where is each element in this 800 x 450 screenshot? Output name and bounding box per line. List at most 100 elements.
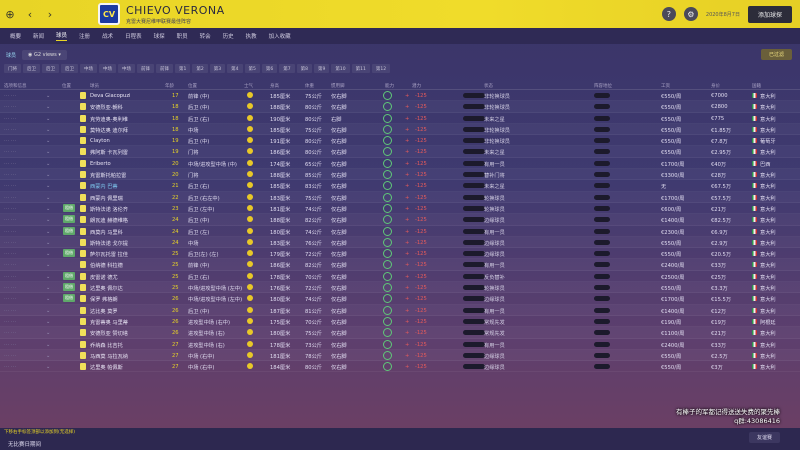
row-options-icon[interactable]: ⋯ ⋯ bbox=[4, 296, 17, 303]
player-name[interactable]: 西蒙内 佩里瑞 bbox=[90, 195, 123, 202]
chevron-down-icon[interactable]: ⌄ bbox=[46, 251, 51, 258]
row-options-icon[interactable]: ⋯ ⋯ bbox=[4, 307, 17, 314]
row-options-icon[interactable]: ⋯ ⋯ bbox=[4, 239, 17, 246]
col-nationality[interactable]: 国籍 bbox=[752, 84, 761, 89]
chevron-down-icon[interactable]: ⌄ bbox=[46, 115, 51, 122]
player-name[interactable]: 达里奥 帕佩斯 bbox=[90, 365, 123, 372]
row-options-icon[interactable]: ⋯ ⋯ bbox=[4, 194, 17, 201]
row-options-icon[interactable]: ⋯ ⋯ bbox=[4, 330, 17, 337]
menu-news[interactable]: 新闻 bbox=[33, 34, 45, 40]
chevron-down-icon[interactable]: ⌄ bbox=[46, 228, 51, 235]
position-tab[interactable]: 第11 bbox=[351, 64, 370, 73]
table-row[interactable]: ⋯ ⋯ ⌄ 租借 保罗 弗格朗 26 中场/进攻型中场 (左中) 180厘米 74公斤 仅右脚 +… bbox=[0, 293, 800, 305]
col-wage[interactable]: 工资 bbox=[661, 84, 670, 89]
chevron-down-icon[interactable]: ⌄ bbox=[46, 183, 51, 190]
table-row[interactable]: ⋯ ⋯ ⌄ Clayton 19 后卫 (中) 191厘米 80公斤 仅右脚 + -125 非轮换球… bbox=[0, 135, 800, 147]
player-name[interactable]: 皮雷诺 德尤 bbox=[90, 274, 118, 281]
chevron-down-icon[interactable]: ⌄ bbox=[46, 138, 51, 145]
player-name[interactable]: 安德烈亚·朝科 bbox=[90, 105, 123, 112]
filter-button[interactable]: 已过滤 bbox=[760, 49, 792, 60]
row-options-icon[interactable]: ⋯ ⋯ bbox=[4, 138, 17, 145]
player-name[interactable]: 达里奥 佩尔达 bbox=[90, 286, 123, 293]
chevron-down-icon[interactable]: ⌄ bbox=[46, 273, 51, 280]
chevron-down-icon[interactable]: ⌄ bbox=[46, 172, 51, 179]
position-tab[interactable]: 第3 bbox=[209, 64, 226, 73]
row-options-icon[interactable]: ⋯ ⋯ bbox=[4, 104, 17, 111]
player-name[interactable]: 斯特法诺 戈尔提 bbox=[90, 240, 128, 247]
col-age[interactable]: 年龄 bbox=[165, 84, 174, 89]
row-options-icon[interactable]: ⋯ ⋯ bbox=[4, 126, 17, 133]
back-icon[interactable]: ‹ bbox=[27, 7, 33, 21]
table-row[interactable]: ⋯ ⋯ ⌄ 克劳迪奥·奥利维 18 后卫 (右) 190厘米 80公斤 右脚 + -125 未来之星… bbox=[0, 113, 800, 124]
col-status[interactable]: 状态 bbox=[484, 84, 493, 89]
menu-tactics[interactable]: 战术 bbox=[102, 34, 114, 40]
row-options-icon[interactable]: ⋯ ⋯ bbox=[4, 341, 17, 348]
chevron-down-icon[interactable]: ⌄ bbox=[46, 126, 51, 133]
chevron-down-icon[interactable]: ⌄ bbox=[46, 285, 51, 292]
player-name[interactable]: 克雷斯托帕拉雷 bbox=[90, 173, 127, 180]
menu-registration[interactable]: 注册 bbox=[79, 34, 91, 40]
position-tab[interactable]: 前锋 bbox=[137, 64, 154, 73]
position-tab[interactable]: 后卫 bbox=[61, 64, 78, 73]
chevron-down-icon[interactable]: ⌄ bbox=[46, 296, 51, 303]
add-scout-button[interactable]: 添加球探 bbox=[747, 5, 792, 23]
row-options-icon[interactable]: ⋯ ⋯ bbox=[4, 93, 17, 99]
position-tab[interactable]: 第8 bbox=[296, 64, 312, 73]
table-row[interactable]: ⋯ ⋯ ⌄ 安德烈亚 赞切塔 26 进攻型中场 (右) 180厘米 75公斤 仅右脚 + -125… bbox=[0, 327, 800, 339]
chevron-down-icon[interactable]: ⌄ bbox=[46, 330, 51, 337]
position-tab[interactable]: 第4 bbox=[227, 64, 243, 73]
row-options-icon[interactable]: ⋯ ⋯ bbox=[4, 172, 17, 179]
row-options-icon[interactable]: ⋯ ⋯ bbox=[4, 262, 17, 269]
table-row[interactable]: ⋯ ⋯ ⌄ 达里奥 帕佩斯 27 中场 (右中) 184厘米 80公斤 仅右脚 + -125 边缘球… bbox=[0, 361, 800, 373]
player-name[interactable]: 萨尔瓦托雷 拉佳 bbox=[90, 252, 128, 259]
row-options-icon[interactable]: ⋯ ⋯ bbox=[4, 273, 17, 280]
player-name[interactable]: 克劳迪奥·奥利维 bbox=[90, 116, 128, 123]
chevron-down-icon[interactable]: ⌄ bbox=[46, 364, 51, 371]
col-pos[interactable]: 位置 bbox=[62, 84, 71, 89]
chevron-down-icon[interactable]: ⌄ bbox=[46, 104, 51, 111]
col-value[interactable]: 身价 bbox=[711, 84, 720, 89]
menu-players[interactable]: 球员 bbox=[56, 33, 68, 41]
chevron-down-icon[interactable]: ⌄ bbox=[46, 307, 51, 314]
player-name[interactable]: 乔纳森 比吉托 bbox=[90, 342, 123, 349]
position-tab[interactable]: 第9 bbox=[314, 64, 330, 73]
gear-icon[interactable]: ⚙ bbox=[683, 7, 698, 21]
col-name[interactable]: 球员 bbox=[90, 84, 99, 89]
table-row[interactable]: ⋯ ⋯ ⌄ 租借 斯特法诺 洛伦齐 23 后卫 (左中) 181厘米 74公斤 仅右脚 + -125… bbox=[0, 203, 800, 215]
table-row[interactable]: ⋯ ⋯ ⌄ 斯特法诺 戈尔提 24 中场 183厘米 76公斤 仅右脚 + -125 边缘球员 €55… bbox=[0, 237, 800, 249]
table-row[interactable]: ⋯ ⋯ ⌄ 莫特达奥 迪尔拜 18 中场 185厘米 75公斤 仅右脚 + -125 非轮换球员 €5… bbox=[0, 124, 800, 136]
player-name[interactable]: Eriberto bbox=[90, 160, 111, 167]
player-name[interactable]: 莫特达奥 迪尔拜 bbox=[90, 127, 128, 134]
player-name[interactable]: 马西莫 马拉瓦纳 bbox=[90, 353, 128, 360]
chevron-down-icon[interactable]: ⌄ bbox=[46, 205, 51, 212]
table-row[interactable]: ⋯ ⋯ ⌄ 租借 皮雷诺 德尤 25 后卫 (右) 178厘米 70公斤 仅右脚 + -125 反负替… bbox=[0, 271, 800, 283]
col-role[interactable]: 阵容地位 bbox=[594, 84, 612, 89]
app-menu-icon[interactable]: ⊕ bbox=[5, 7, 15, 21]
col-position[interactable]: 位置 bbox=[188, 84, 197, 89]
table-row[interactable]: ⋯ ⋯ ⌄ 弗阿斯 卡瓦列雷 19 门将 186厘米 80公斤 仅右脚 + -125 未来之星 €55… bbox=[0, 146, 800, 158]
player-name[interactable]: 斯特法诺 洛伦齐 bbox=[90, 206, 128, 213]
position-tab[interactable]: 第6 bbox=[261, 64, 278, 73]
position-tab[interactable]: 前锋 bbox=[156, 64, 173, 73]
row-options-icon[interactable]: ⋯ ⋯ bbox=[4, 160, 17, 167]
position-tab[interactable]: 后卫 bbox=[42, 64, 59, 73]
row-options-icon[interactable]: ⋯ ⋯ bbox=[4, 318, 17, 325]
chevron-down-icon[interactable]: ⌄ bbox=[46, 341, 51, 348]
menu-staff[interactable]: 职员 bbox=[176, 34, 188, 40]
table-row[interactable]: ⋯ ⋯ ⌄ 租借 萨尔瓦托雷 拉佳 25 后卫(左) (左) 179厘米 72公斤 仅左脚 + -1… bbox=[0, 248, 800, 260]
position-tab[interactable]: 中场 bbox=[80, 64, 97, 73]
table-row[interactable]: ⋯ ⋯ ⌄ 租借 朗瓦迪 赫德维格 24 后卫 (中) 188厘米 82公斤 仅右脚 + -125 边… bbox=[0, 214, 800, 226]
row-options-icon[interactable]: ⋯ ⋯ bbox=[4, 115, 17, 122]
row-options-icon[interactable]: ⋯ ⋯ bbox=[4, 285, 17, 292]
position-tab[interactable]: 中场 bbox=[118, 64, 135, 73]
player-name[interactable]: 朗瓦迪 赫德维格 bbox=[90, 218, 128, 225]
player-name[interactable]: 达比奥 莫罗 bbox=[90, 308, 118, 315]
chevron-down-icon[interactable]: ⌄ bbox=[46, 217, 51, 224]
player-name[interactable]: 保罗 弗格朗 bbox=[90, 297, 118, 304]
chevron-down-icon[interactable]: ⌄ bbox=[46, 93, 51, 99]
player-name[interactable]: 安德烈亚 赞切塔 bbox=[90, 331, 128, 338]
menu-transfers[interactable]: 转会 bbox=[199, 34, 211, 40]
player-name[interactable]: 伯纳德 科拉德 bbox=[90, 263, 123, 270]
chevron-down-icon[interactable]: ⌄ bbox=[46, 318, 51, 325]
player-name[interactable]: 西莫内 马里科 bbox=[90, 229, 123, 236]
